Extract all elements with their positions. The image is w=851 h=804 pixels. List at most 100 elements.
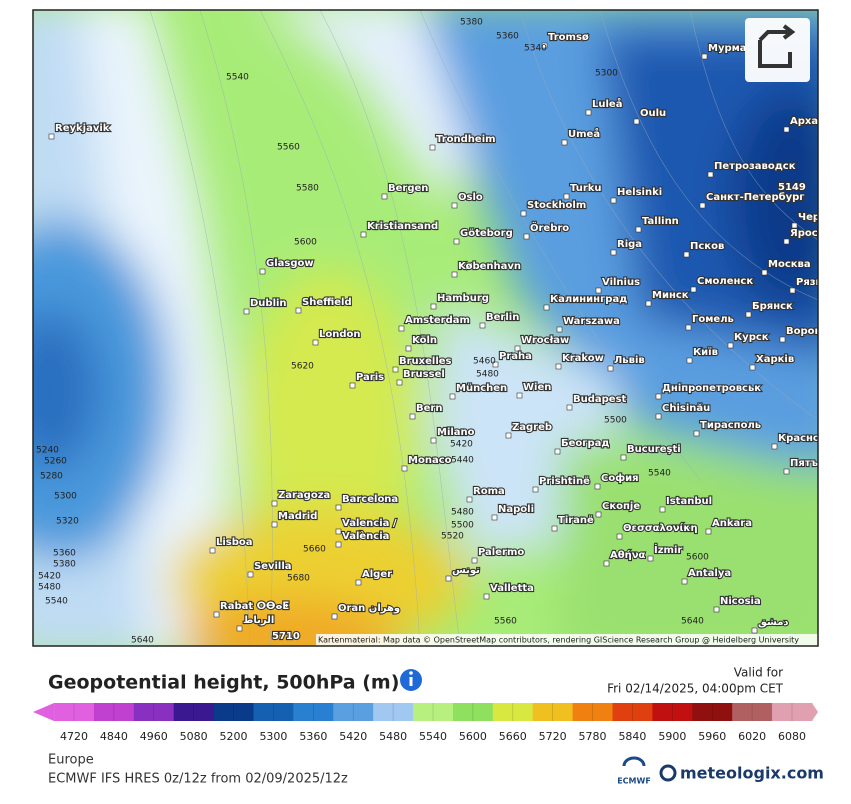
colorbar-label: 5080 (180, 730, 208, 743)
colorbar-swatch (213, 703, 254, 721)
city-marker (213, 611, 220, 618)
city-marker (699, 202, 706, 209)
colorbar-swatch (133, 703, 175, 721)
city-marker (633, 118, 640, 125)
city-label: Helsinki (617, 187, 662, 198)
info-icon[interactable] (400, 669, 422, 691)
city-marker (453, 238, 460, 245)
city-marker (520, 210, 527, 217)
city-marker (655, 393, 662, 400)
city-marker (398, 325, 405, 332)
contour-label: 5240 (36, 446, 59, 456)
contour-label: 5620 (291, 362, 314, 372)
city-marker (492, 361, 499, 368)
contour-label: 5560 (494, 617, 517, 627)
colorbar-swatch (333, 703, 374, 721)
city-label: Петрозаводск (714, 161, 796, 172)
city-label: الرباط (243, 615, 274, 626)
city-label: Sevilla (254, 561, 292, 572)
colorbar-swatch (54, 703, 95, 721)
colorbar-swatch (572, 703, 613, 721)
colorbar-label: 5540 (419, 730, 447, 743)
contour-label: 5300 (595, 69, 618, 79)
city-marker (449, 393, 456, 400)
colorbar-label: 4720 (60, 730, 88, 743)
city-marker (745, 311, 752, 318)
city-marker (331, 613, 338, 620)
city-marker (401, 465, 408, 472)
city-label: Paris (356, 372, 384, 383)
city-label: Hamburg (437, 293, 489, 304)
city-marker (751, 627, 758, 634)
city-label: Istanbul (666, 496, 712, 507)
city-label: Wrocław (521, 335, 569, 346)
city-marker (595, 287, 602, 294)
city-label: London (319, 329, 361, 340)
city-label: Θεσσαλονίκη (623, 522, 698, 534)
city-marker (409, 413, 416, 420)
city-label: Tiranë (558, 515, 594, 526)
colorbar-label: 5360 (299, 730, 327, 743)
city-marker (541, 42, 548, 49)
city-label: Αθήνα (610, 549, 646, 561)
city-marker (514, 345, 521, 352)
city-label: Скопје (602, 500, 640, 512)
city-label: Гомель (692, 314, 734, 325)
colorbar-end (33, 703, 55, 721)
city-marker (603, 560, 610, 567)
city-marker (563, 193, 570, 200)
colorbar-label: 6020 (738, 730, 766, 743)
city-label: Riga (617, 239, 642, 250)
city-label: Bucureşti (627, 444, 681, 455)
extreme-label: 5149 (778, 182, 806, 193)
brand-logo[interactable]: meteologix.com (659, 764, 824, 783)
city-marker (451, 202, 458, 209)
colorbar-label: 5840 (618, 730, 646, 743)
city-label: Vilnius (602, 277, 640, 288)
city-label: Dublin (250, 298, 287, 309)
city-label: Oran وهران (338, 603, 400, 614)
city-marker (543, 304, 550, 311)
city-marker (701, 53, 708, 60)
contour-label: 5600 (294, 238, 317, 248)
city-marker (635, 226, 642, 233)
colorbar-label: 5960 (698, 730, 726, 743)
city-marker (523, 233, 530, 240)
colorbar-label: 4840 (100, 730, 128, 743)
colorbar-label: 5480 (379, 730, 407, 743)
city-label: Дніпропетровськ (662, 383, 761, 394)
city-marker (335, 504, 342, 511)
city-label: Reykjavik (55, 123, 110, 134)
colorbar-label: 5600 (459, 730, 487, 743)
city-label: Lisboa (216, 537, 253, 548)
city-label: Barcelona (342, 494, 398, 505)
city-label: Bruxelles (399, 356, 452, 367)
city-label: Ankara (712, 518, 752, 529)
city-label: Valencia / (342, 518, 397, 529)
city-marker (705, 528, 712, 535)
city-label: Krakow (562, 353, 604, 364)
city-label: Berlin (486, 312, 519, 323)
city-marker (783, 238, 790, 245)
city-marker (686, 357, 693, 364)
city-label: Чер (798, 212, 820, 223)
colorbar-label: 5780 (579, 730, 607, 743)
city-marker (355, 579, 362, 586)
city-label: Glasgow (266, 258, 314, 269)
city-label: Luleå (592, 97, 622, 110)
colorbar-label: 5300 (259, 730, 287, 743)
contour-label: 5420 (450, 440, 473, 450)
city-label: Харків (756, 354, 794, 365)
city-label: Tromsø (548, 32, 589, 43)
city-label: Пятъ (790, 458, 819, 469)
city-marker (771, 443, 778, 450)
city-label: Amsterdam (405, 315, 470, 326)
share-button[interactable] (745, 18, 810, 82)
city-label: Göteborg (460, 228, 513, 239)
city-label: Bergen (388, 183, 428, 194)
city-marker (396, 379, 403, 386)
colorbar-swatch (692, 703, 733, 721)
colorbar-swatch (772, 703, 813, 721)
city-label: Turku (570, 183, 602, 194)
brand-text: meteologix.com (680, 764, 824, 783)
